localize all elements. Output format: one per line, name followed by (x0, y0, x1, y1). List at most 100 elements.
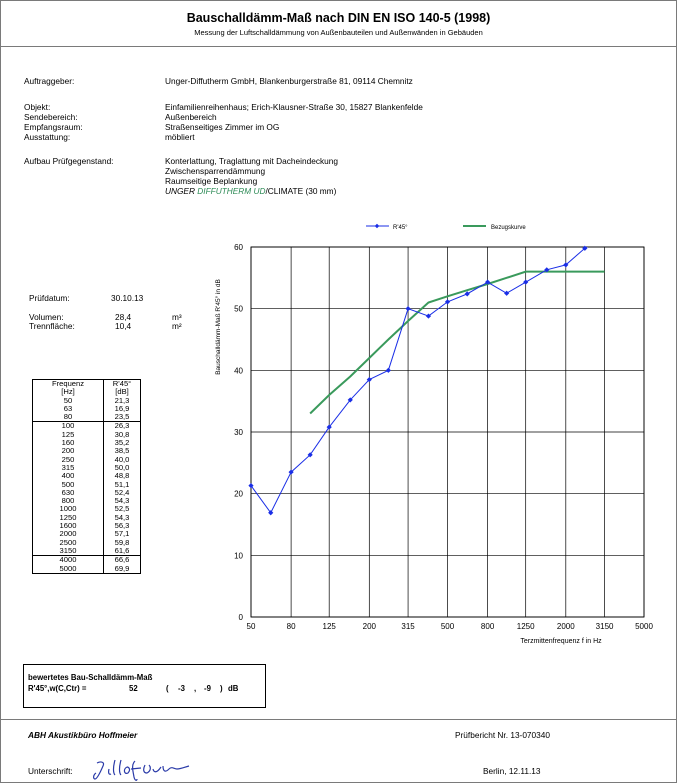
r45-cell: 50,0 (114, 462, 130, 472)
frequency-cell: 160 (32, 438, 104, 448)
r45-cell: 26,3 (103, 421, 141, 431)
frequency-cell: 3150 (32, 546, 104, 556)
table-header-r45-unit: [dB] (115, 387, 129, 397)
x-tick-label: 800 (481, 622, 495, 631)
legend-r45-marker (374, 223, 380, 229)
x-tick-label: 1250 (517, 622, 535, 631)
brand-ud: UD (253, 186, 266, 196)
table-header-r45: R'45° (112, 379, 132, 388)
r45-cell: 69,9 (114, 563, 130, 573)
rating-ctr: -9 (204, 684, 211, 693)
frequency-cell: 200 (32, 447, 104, 456)
frequency-cell: 500 (32, 480, 104, 489)
auftraggeber-value: Unger-Diffutherm GmbH, Blankenburgerstra… (165, 76, 413, 86)
x-tick-label: 50 (247, 622, 256, 631)
table-row: 4000 66,6 (32, 555, 141, 565)
table-row: 315 50,0 (32, 462, 141, 473)
table-row: 63 16,9 (32, 404, 141, 414)
frequency-cell: 50 (32, 396, 104, 405)
plot-frame (250, 246, 645, 618)
frequency-cell: 1250 (32, 513, 104, 523)
frequency-cell: 800 (32, 496, 104, 506)
rating-c: -3 (178, 684, 185, 693)
r45-point (464, 291, 470, 297)
frequency-cell: 1600 (32, 521, 104, 531)
r45-cell: 51,1 (114, 479, 130, 489)
frequency-cell: 4000 (32, 555, 104, 565)
r45-cell: 21,3 (114, 395, 130, 405)
r45-point (307, 452, 313, 458)
rating-box: bewertetes Bau-Schalldämm-Maß R'45°,w(C,… (23, 664, 266, 708)
volumen-label: Volumen: (29, 312, 64, 322)
r45-point (248, 483, 254, 489)
x-tick-label: 2000 (557, 622, 575, 631)
legend-reference-label: Bezugskurve (491, 225, 526, 231)
y-tick-label: 50 (234, 305, 243, 314)
table-header-frequency: Frequenz (32, 379, 104, 389)
table-row: 2000 57,1 (32, 530, 141, 539)
table-row: 630 52,4 (32, 487, 141, 498)
table-row: 160 35,2 (32, 438, 141, 448)
r45-point (563, 262, 569, 268)
pruefdatum-value: 30.10.13 (111, 293, 144, 303)
place-date: Berlin, 12.11.13 (483, 766, 541, 776)
report-number: Prüfbericht Nr. 13-070340 (455, 730, 551, 740)
aufbau-label: Aufbau Prüfgegenstand: (24, 156, 114, 166)
legend-r45-label: R'45° (393, 225, 408, 231)
page-subtitle: Messung der Luftschalldämmung von Außenb… (194, 28, 483, 37)
frequency-cell: 2000 (32, 530, 104, 539)
brand-diffutherm: DIFFUTHERM (197, 186, 252, 196)
trennflaeche-unit: m² (172, 321, 182, 331)
page-title: Bauschalldämm-Maß nach DIN EN ISO 140-5 … (186, 11, 491, 25)
frequency-cell: 1000 (32, 505, 104, 514)
table-row: 50 21,3 (32, 395, 141, 405)
r45-point (523, 279, 529, 285)
frequency-cell: 250 (32, 455, 104, 464)
volumen-value: 28,4 (115, 312, 132, 322)
r45-cell: 52,4 (114, 487, 130, 497)
company-name: ABH Akustikbüro Hoffmeier (28, 730, 137, 740)
x-tick-label: 200 (363, 622, 377, 631)
r45-cell: 66,6 (103, 555, 141, 565)
rating-comma: , (194, 684, 197, 693)
r45-cell: 35,2 (114, 438, 130, 448)
y-axis-label: Bauschalldämm-Maß R'45° in dB (214, 279, 222, 375)
r45-point (485, 279, 491, 285)
r45-point (425, 313, 432, 319)
trennflaeche-value: 10,4 (115, 321, 132, 331)
auftraggeber-label: Auftraggeber: (24, 76, 75, 86)
header-divider (1, 46, 676, 47)
r45-cell: 56,3 (114, 521, 130, 531)
table-row: 200 38,5 (32, 447, 141, 456)
trennflaeche-label: Trennfläche: (29, 321, 75, 331)
r45-point (444, 299, 451, 305)
empfangsraum-label: Empfangsraum: (24, 122, 83, 132)
r45-point (504, 290, 510, 296)
r45-point (405, 306, 411, 312)
sendebereich-value: Außenbereich (165, 112, 217, 122)
x-tick-label: 500 (441, 622, 455, 631)
frequency-cell: 5000 (32, 564, 104, 574)
r45-cell: 54,3 (114, 512, 130, 522)
brand-unger: UNGER (165, 186, 195, 196)
table-row: 400 48,8 (32, 471, 141, 481)
y-tick-label: 60 (234, 243, 243, 252)
rating-symbol: R'45°,w(C,Ctr) = (28, 684, 87, 693)
aufbau-line-1: Konterlattung, Traglattung mit Dacheinde… (165, 156, 338, 166)
x-tick-label: 80 (287, 622, 296, 631)
frequency-table: Frequenz R'45° [Hz] [dB] 50 21,3 63 16,9 80 23,… (32, 379, 141, 574)
footer-divider (1, 719, 676, 720)
frequency-cell: 2500 (32, 538, 104, 547)
handwritten-signature (93, 759, 190, 781)
sendebereich-label: Sendebereich: (24, 112, 78, 122)
r45-cell: 30,8 (114, 429, 130, 439)
rating-unit: dB (228, 684, 239, 693)
volumen-unit: m³ (172, 312, 182, 322)
rating-value: 52 (129, 684, 138, 693)
y-tick-label: 40 (234, 366, 243, 375)
table-row: 3150 61,6 (32, 546, 141, 556)
x-axis-label: Terzmittenfrequenz f in Hz (520, 638, 602, 645)
frequency-cell: 125 (32, 430, 104, 440)
r45-point (582, 245, 588, 251)
